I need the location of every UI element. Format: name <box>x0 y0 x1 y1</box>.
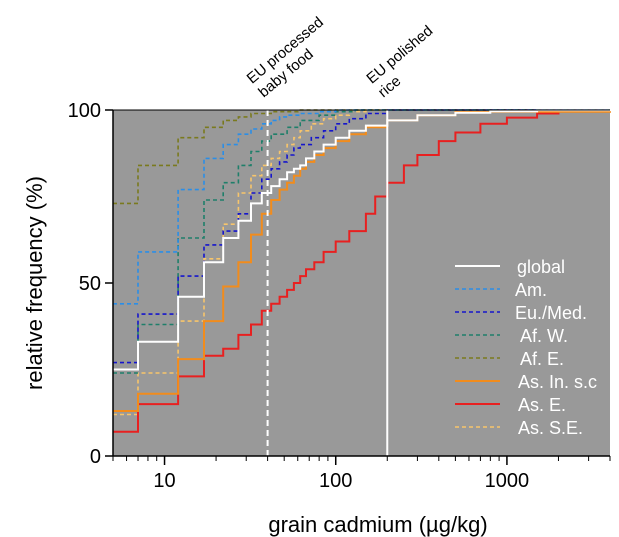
legend-label-global: global <box>517 257 565 277</box>
y-tick-label: 50 <box>79 273 101 295</box>
legend: global Am. Eu./Med. Af. W. Af. E. As. In. s.c… <box>455 257 597 438</box>
series-line-as-s-e <box>113 109 610 416</box>
legend-label-af-w: Af. W. <box>520 326 568 346</box>
legend-label-as-e: As. E. <box>518 395 566 415</box>
reference-label-2-line-1: EU polished <box>363 22 436 87</box>
x-tick-label: 10 <box>153 470 175 492</box>
legend-label-as-in-s-c: As. In. s.c <box>518 372 597 392</box>
series-line-as-e <box>113 110 611 433</box>
legend-label-am: Am. <box>515 280 547 300</box>
ticks: 10 100 1000 0 50 100 <box>68 100 611 492</box>
series-line-am <box>113 109 610 305</box>
series-line-as-in-s-c <box>113 110 611 412</box>
plot-background <box>113 110 610 456</box>
x-tick-label: 100 <box>319 470 352 492</box>
series-line-eu-med <box>113 109 610 364</box>
y-tick-label: 0 <box>90 446 101 468</box>
legend-label-eu-med: Eu./Med. <box>515 303 587 323</box>
y-tick-label: 100 <box>68 100 101 122</box>
x-axis-title: grain cadmium (µg/kg) <box>268 512 487 537</box>
y-axis-title: relative frequency (%) <box>22 176 47 390</box>
series-line-af-e <box>113 109 610 205</box>
legend-label-as-s-e: As. S.E. <box>518 418 583 438</box>
x-tick-label: 1000 <box>485 470 530 492</box>
series-layer <box>113 109 611 433</box>
series-line-af-w <box>113 109 610 374</box>
legend-label-af-e: Af. E. <box>520 349 564 369</box>
series-line-global <box>113 109 611 371</box>
